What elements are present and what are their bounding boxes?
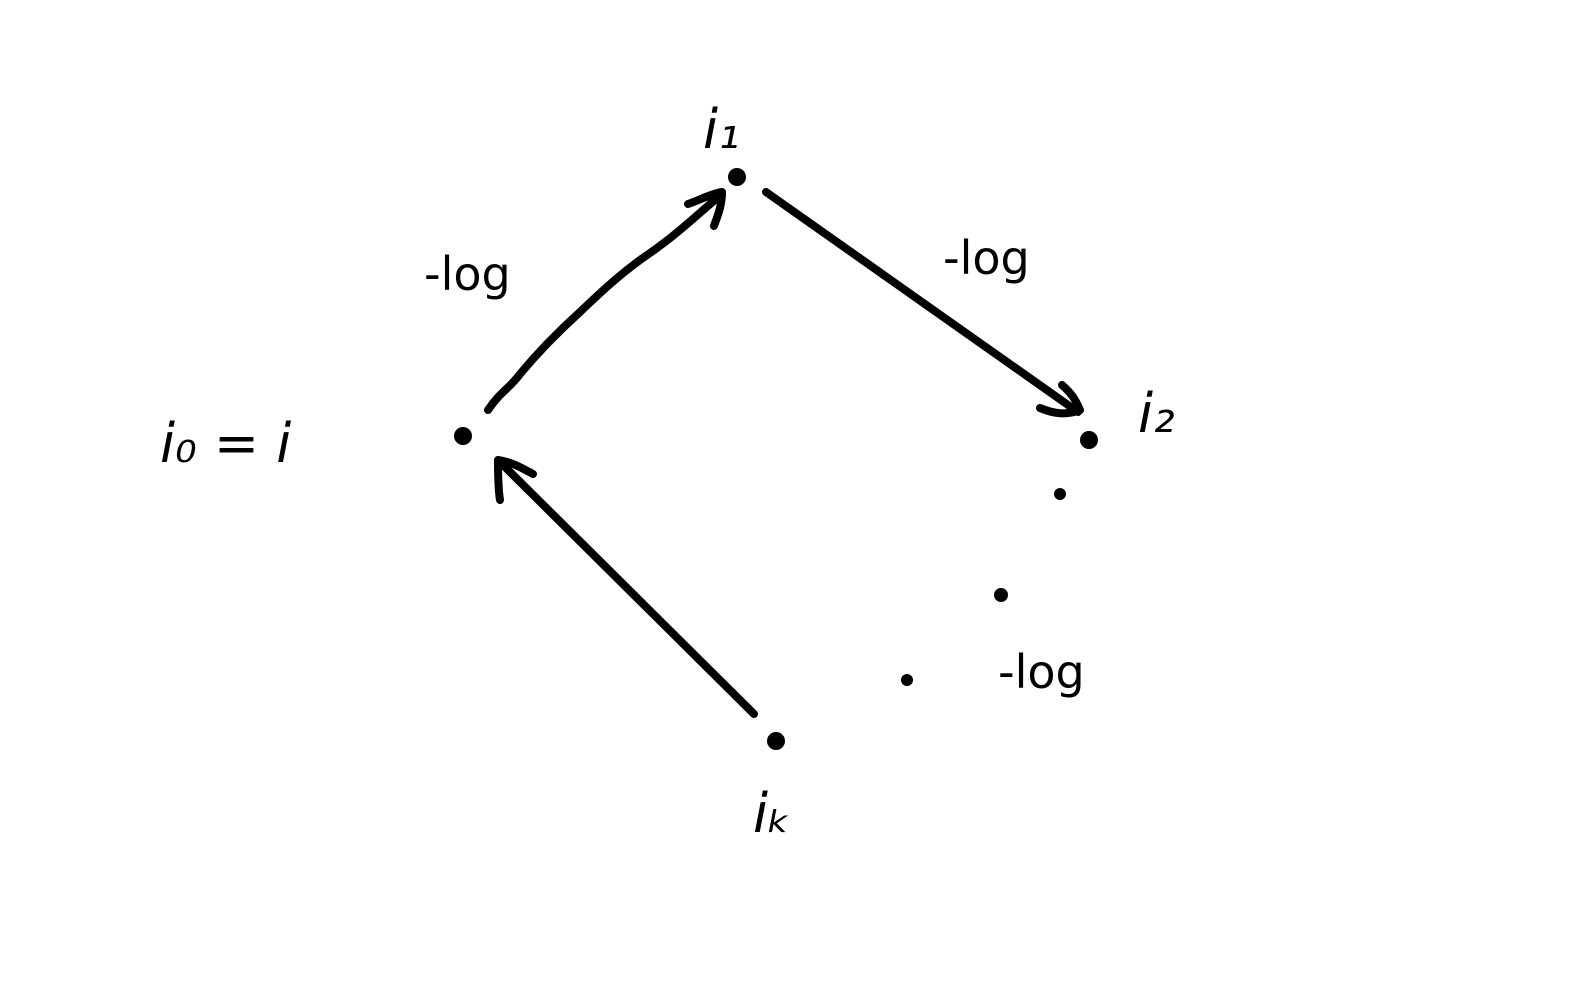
arrowhead-i0 (494, 456, 537, 504)
edge-ik-to-i0 (496, 458, 758, 718)
edge-i1-to-i2 (762, 188, 1082, 416)
arrowhead-i1 (684, 188, 726, 230)
edge-i0-to-i1-label: -log (424, 247, 511, 301)
edge-i0-to-i1 (484, 190, 726, 414)
node-i2-dot (1080, 431, 1098, 449)
ellipsis-dot-3 (901, 674, 913, 686)
edge-i1-to-i2-label: -log (943, 231, 1030, 285)
node-i1-label: i₁ (703, 98, 740, 161)
ellipsis-dot-1 (1054, 488, 1066, 500)
node-ik-label: iₖ (753, 782, 791, 845)
node-i2-label: i₂ (1138, 382, 1175, 445)
arrowhead-i2 (1036, 381, 1084, 418)
edge-continuation-label: -log (998, 645, 1085, 699)
node-i0-dot (454, 427, 472, 445)
node-i1-dot (728, 168, 746, 186)
ellipsis-dot-2 (994, 588, 1008, 602)
node-ik-dot (767, 732, 785, 750)
node-i0-label: i₀ = i (160, 412, 291, 475)
